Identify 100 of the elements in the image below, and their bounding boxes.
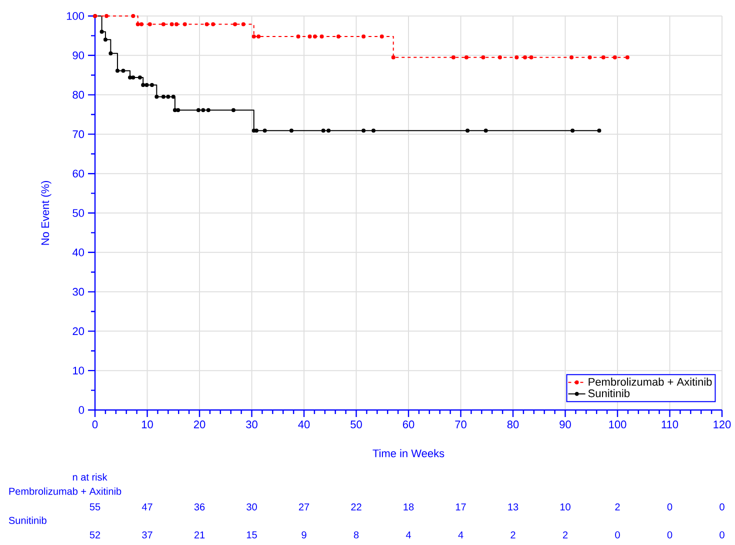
y-tick-label: 60 — [72, 170, 84, 178]
x-tick-label: 0 — [92, 420, 98, 428]
text: 0 — [615, 531, 620, 538]
y-tick-label: 0 — [78, 406, 84, 414]
point — [233, 22, 238, 26]
legend-label: Sunitinib — [588, 389, 630, 398]
text: 27 — [298, 503, 310, 510]
x-tick-label: 50 — [350, 420, 362, 428]
point — [588, 55, 592, 60]
point — [182, 22, 187, 26]
point — [241, 22, 246, 26]
text: 9 — [302, 531, 306, 538]
text: 0 — [667, 503, 672, 510]
point — [529, 55, 534, 60]
x-tick-label: 70 — [455, 420, 466, 428]
point — [131, 14, 136, 18]
text: 0 — [720, 503, 724, 510]
point — [115, 68, 120, 73]
text: Sunitinib — [8, 516, 46, 524]
point — [523, 55, 528, 60]
x-tick-label: 60 — [402, 420, 414, 428]
text: 37 — [142, 531, 152, 538]
point — [362, 128, 366, 133]
y-tick-label: 90 — [72, 52, 84, 60]
point — [144, 82, 149, 87]
text: 22 — [351, 503, 362, 510]
text: 0 — [720, 531, 724, 538]
text: n at risk — [72, 473, 108, 481]
y-tick-label: 100 — [66, 12, 84, 20]
point — [481, 55, 486, 60]
point — [336, 34, 340, 38]
x-tick-label: 120 — [714, 420, 731, 428]
text: 2 — [510, 531, 516, 538]
point — [172, 108, 177, 112]
point — [308, 34, 312, 38]
text: 0 — [667, 531, 672, 538]
text: 36 — [194, 503, 205, 510]
text: 21 — [194, 531, 205, 538]
point — [104, 14, 109, 18]
point — [484, 128, 488, 133]
y-tick-label: 10 — [73, 366, 84, 374]
point — [148, 22, 152, 26]
text: 2 — [562, 531, 568, 538]
text: 55 — [90, 503, 100, 510]
point — [625, 55, 630, 60]
point — [601, 55, 606, 60]
x-tick-label: 30 — [246, 420, 258, 428]
point — [140, 22, 144, 26]
point — [161, 22, 166, 26]
point — [371, 128, 376, 133]
text: 13 — [508, 503, 518, 510]
point — [320, 34, 324, 38]
text: 15 — [246, 531, 257, 538]
point — [121, 68, 126, 73]
point — [498, 55, 502, 60]
point — [296, 34, 300, 38]
point — [312, 34, 317, 38]
point — [231, 108, 236, 112]
point — [166, 94, 170, 99]
point — [204, 22, 209, 26]
point — [514, 55, 519, 60]
text: 30 — [246, 503, 257, 510]
point — [256, 34, 261, 38]
point — [170, 22, 174, 26]
x-tick-label: 110 — [662, 420, 678, 428]
y-tick-label: 80 — [72, 90, 84, 99]
y-tick-label: 20 — [72, 327, 84, 336]
point — [380, 34, 384, 38]
y-tick-label: 70 — [72, 130, 84, 138]
x-tick-label: 100 — [609, 420, 626, 428]
point — [136, 22, 140, 26]
x-tick-label: 10 — [142, 420, 153, 428]
point — [108, 51, 113, 56]
point — [154, 94, 159, 99]
point — [201, 108, 206, 112]
point — [196, 108, 200, 112]
point — [362, 34, 366, 38]
x-tick-label: 80 — [507, 420, 519, 428]
point — [321, 128, 326, 133]
point — [451, 55, 456, 60]
y-tick-label: 40 — [72, 248, 84, 256]
text: 8 — [354, 531, 359, 538]
point — [391, 55, 396, 60]
point — [262, 128, 267, 133]
point — [289, 128, 294, 133]
point — [597, 128, 602, 133]
point — [150, 82, 154, 87]
point — [138, 75, 142, 80]
x-tick-label: 20 — [194, 420, 206, 428]
point — [466, 128, 470, 133]
point — [326, 128, 331, 133]
x-tick-label: 90 — [560, 420, 571, 428]
point — [174, 22, 179, 26]
point — [211, 22, 216, 26]
legend-label: Pembrolizumab + Axitinib — [588, 378, 712, 386]
text: 10 — [560, 503, 570, 510]
point — [570, 55, 574, 60]
point — [100, 30, 104, 34]
x-axis-title: Time in Weeks — [372, 449, 444, 458]
point — [612, 55, 617, 60]
